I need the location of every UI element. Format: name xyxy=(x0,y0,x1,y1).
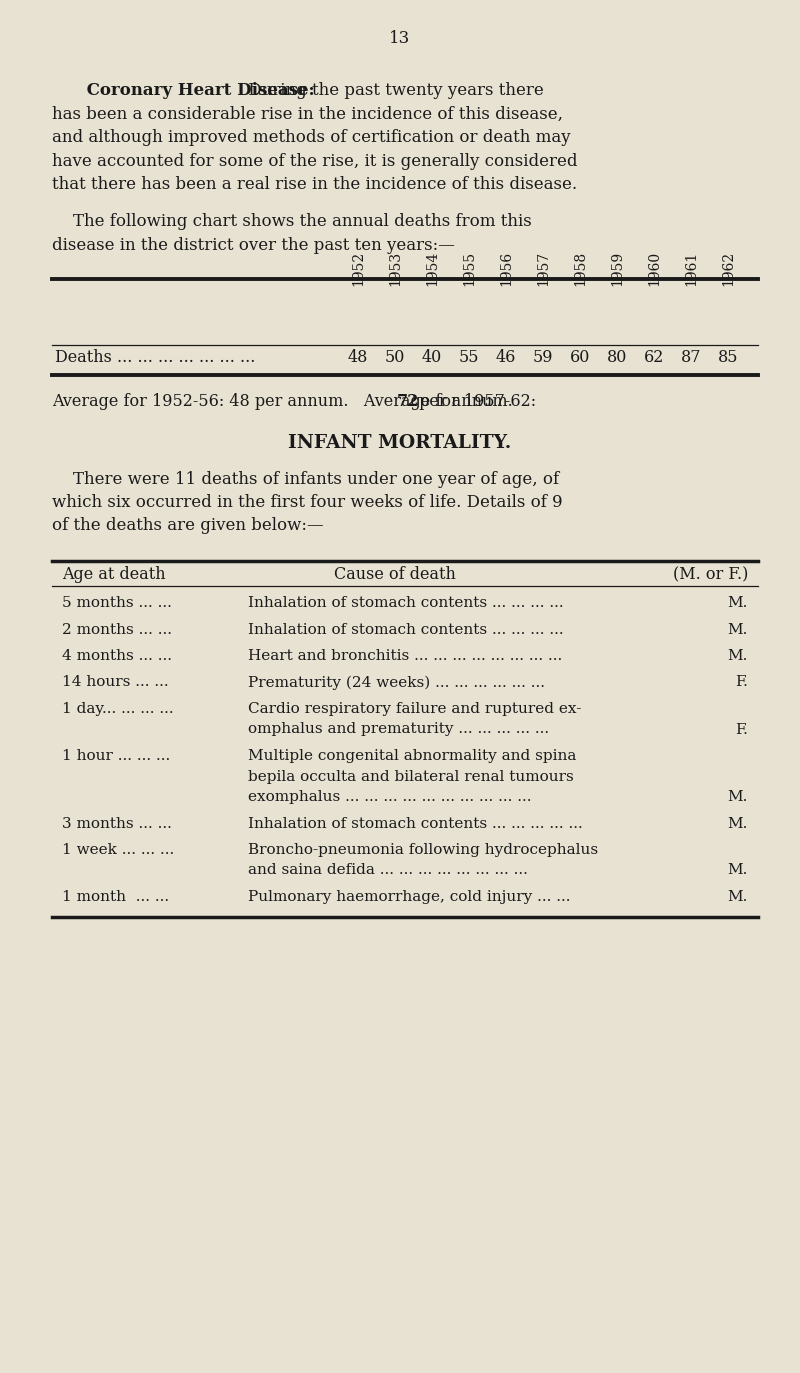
Text: 1960: 1960 xyxy=(647,250,661,286)
Text: 4 months ... ...: 4 months ... ... xyxy=(62,649,172,663)
Text: M.: M. xyxy=(728,817,748,831)
Text: M.: M. xyxy=(728,649,748,663)
Text: Broncho-pneumonia following hydrocephalus: Broncho-pneumonia following hydrocephalu… xyxy=(248,843,598,857)
Text: 1961: 1961 xyxy=(684,250,698,286)
Text: 1954: 1954 xyxy=(425,250,439,286)
Text: Cause of death: Cause of death xyxy=(334,566,456,584)
Text: 1958: 1958 xyxy=(573,250,587,286)
Text: M.: M. xyxy=(728,789,748,805)
Text: M.: M. xyxy=(728,622,748,637)
Text: Inhalation of stomach contents ... ... ... ...: Inhalation of stomach contents ... ... .… xyxy=(248,596,564,610)
Text: F.: F. xyxy=(735,722,748,736)
Text: exomphalus ... ... ... ... ... ... ... ... ... ...: exomphalus ... ... ... ... ... ... ... .… xyxy=(248,789,531,805)
Text: omphalus and prematurity ... ... ... ... ...: omphalus and prematurity ... ... ... ...… xyxy=(248,722,549,736)
Text: 1955: 1955 xyxy=(462,250,476,286)
Text: Age at death: Age at death xyxy=(62,566,166,584)
Text: which six occurred in the first four weeks of life. Details of 9: which six occurred in the first four wee… xyxy=(52,494,562,511)
Text: 80: 80 xyxy=(607,350,627,367)
Text: M.: M. xyxy=(728,596,748,610)
Text: 1 month  ... ...: 1 month ... ... xyxy=(62,890,169,903)
Text: Heart and bronchitis ... ... ... ... ... ... ... ...: Heart and bronchitis ... ... ... ... ...… xyxy=(248,649,562,663)
Text: 87: 87 xyxy=(681,350,702,367)
Text: There were 11 deaths of infants under one year of age, of: There were 11 deaths of infants under on… xyxy=(52,471,559,487)
Text: 1959: 1959 xyxy=(610,250,624,286)
Text: 13: 13 xyxy=(390,30,410,47)
Text: 1 hour ... ... ...: 1 hour ... ... ... xyxy=(62,750,170,763)
Text: 40: 40 xyxy=(422,350,442,367)
Text: 1956: 1956 xyxy=(499,250,513,286)
Text: Multiple congenital abnormality and spina: Multiple congenital abnormality and spin… xyxy=(248,750,576,763)
Text: of the deaths are given below:—: of the deaths are given below:— xyxy=(52,518,324,534)
Text: disease in the district over the past ten years:—: disease in the district over the past te… xyxy=(52,238,455,254)
Text: During the past twenty years there: During the past twenty years there xyxy=(243,82,544,99)
Text: 55: 55 xyxy=(458,350,479,367)
Text: 3 months ... ...: 3 months ... ... xyxy=(62,817,172,831)
Text: 46: 46 xyxy=(496,350,516,367)
Text: Inhalation of stomach contents ... ... ... ...: Inhalation of stomach contents ... ... .… xyxy=(248,622,564,637)
Text: 72: 72 xyxy=(397,393,419,409)
Text: per annum.: per annum. xyxy=(414,393,513,409)
Text: 50: 50 xyxy=(385,350,405,367)
Text: The following chart shows the annual deaths from this: The following chart shows the annual dea… xyxy=(52,213,532,231)
Text: Coronary Heart Disease:: Coronary Heart Disease: xyxy=(70,82,314,99)
Text: 1957: 1957 xyxy=(536,250,550,286)
Text: bepila occulta and bilateral renal tumours: bepila occulta and bilateral renal tumou… xyxy=(248,769,574,784)
Text: Deaths ... ... ... ... ... ... ...: Deaths ... ... ... ... ... ... ... xyxy=(55,350,255,367)
Text: 1 week ... ... ...: 1 week ... ... ... xyxy=(62,843,174,857)
Text: F.: F. xyxy=(735,676,748,689)
Text: 1 day... ... ... ...: 1 day... ... ... ... xyxy=(62,702,174,715)
Text: 2 months ... ...: 2 months ... ... xyxy=(62,622,172,637)
Text: 62: 62 xyxy=(644,350,664,367)
Text: 48: 48 xyxy=(348,350,368,367)
Text: M.: M. xyxy=(728,890,748,903)
Text: that there has been a real rise in the incidence of this disease.: that there has been a real rise in the i… xyxy=(52,176,577,194)
Text: and although improved methods of certification or death may: and although improved methods of certifi… xyxy=(52,129,570,146)
Text: (M. or F.): (M. or F.) xyxy=(673,566,748,584)
Text: 14 hours ... ...: 14 hours ... ... xyxy=(62,676,169,689)
Text: have accounted for some of the rise, it is generally considered: have accounted for some of the rise, it … xyxy=(52,152,578,169)
Text: INFANT MORTALITY.: INFANT MORTALITY. xyxy=(288,434,512,453)
Text: Prematurity (24 weeks) ... ... ... ... ... ...: Prematurity (24 weeks) ... ... ... ... .… xyxy=(248,676,545,689)
Text: 85: 85 xyxy=(718,350,738,367)
Text: 1953: 1953 xyxy=(388,250,402,286)
Text: 1962: 1962 xyxy=(721,250,735,286)
Text: Average for 1952-56: 48 per annum.   Average for 1957-62:: Average for 1952-56: 48 per annum. Avera… xyxy=(52,393,542,409)
Text: 60: 60 xyxy=(570,350,590,367)
Text: Cardio respiratory failure and ruptured ex-: Cardio respiratory failure and ruptured … xyxy=(248,702,582,715)
Text: Inhalation of stomach contents ... ... ... ... ...: Inhalation of stomach contents ... ... .… xyxy=(248,817,582,831)
Text: has been a considerable rise in the incidence of this disease,: has been a considerable rise in the inci… xyxy=(52,106,563,122)
Text: M.: M. xyxy=(728,864,748,877)
Text: 5 months ... ...: 5 months ... ... xyxy=(62,596,172,610)
Text: 1952: 1952 xyxy=(351,250,365,286)
Text: Pulmonary haemorrhage, cold injury ... ...: Pulmonary haemorrhage, cold injury ... .… xyxy=(248,890,570,903)
Text: and saina defida ... ... ... ... ... ... ... ...: and saina defida ... ... ... ... ... ...… xyxy=(248,864,528,877)
Text: 59: 59 xyxy=(533,350,554,367)
